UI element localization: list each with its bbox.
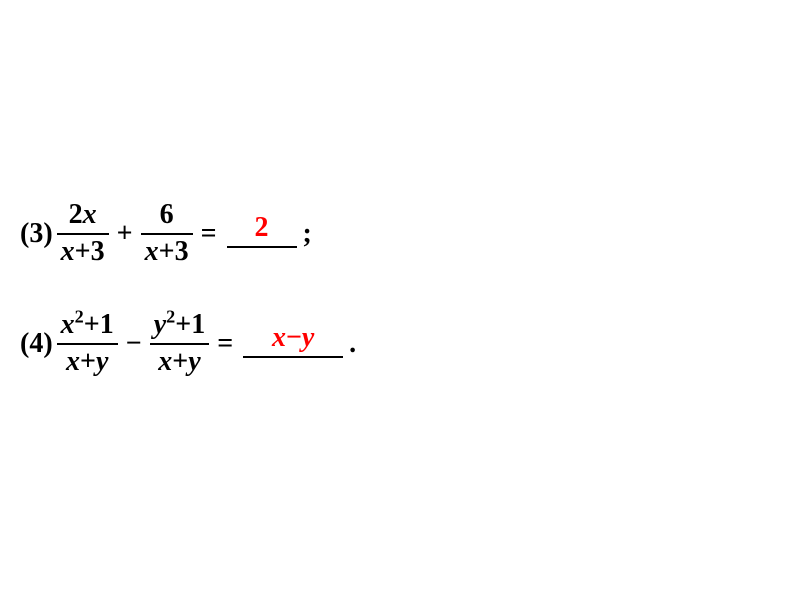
fraction-bar	[150, 343, 210, 345]
answer-minus: −	[286, 322, 302, 353]
fraction-bar	[57, 233, 109, 235]
answer-blank: 2	[227, 220, 297, 248]
fraction-numerator: x2+1	[57, 310, 118, 341]
equation-4-fraction-2: y2+1 x+y	[150, 310, 210, 378]
semicolon: ;	[303, 218, 312, 250]
variable-x: x	[61, 309, 75, 340]
answer-var-x: x	[272, 322, 286, 353]
variable-x: x	[66, 346, 80, 377]
fraction-denominator: x+3	[141, 237, 193, 268]
coefficient: 2	[69, 199, 83, 230]
answer-var-y: y	[302, 322, 314, 353]
fraction-denominator: x+y	[62, 347, 112, 378]
answer-blank: x−y	[243, 330, 343, 358]
fraction-numerator: y2+1	[150, 310, 210, 341]
equation-4: (4) x2+1 x+y − y2+1 x+y = x−y .	[20, 310, 356, 378]
constant: 1	[191, 309, 205, 340]
equation-3-fraction-1: 2x x+3	[57, 200, 109, 268]
equals-sign: =	[217, 328, 233, 360]
period: .	[349, 328, 356, 360]
variable-x: x	[83, 199, 97, 230]
plus-op: +	[84, 309, 100, 340]
fraction-denominator: x+3	[57, 237, 109, 268]
exponent: 2	[75, 307, 84, 327]
equals-sign: =	[201, 218, 217, 250]
plus-op: +	[175, 309, 191, 340]
answer-value: x−y	[272, 322, 314, 353]
fraction-numerator: 6	[156, 200, 178, 231]
plus-operator: +	[117, 218, 133, 250]
fraction-bar	[141, 233, 193, 235]
equation-3-label: (3)	[20, 218, 53, 250]
constant: 1	[100, 309, 114, 340]
fraction-denominator: x+y	[154, 347, 204, 378]
constant: 3	[91, 236, 105, 267]
plus-op: +	[172, 346, 188, 377]
variable-x: x	[145, 236, 159, 267]
plus-op: +	[159, 236, 175, 267]
variable-x: x	[158, 346, 172, 377]
plus-op: +	[80, 346, 96, 377]
variable-y: y	[96, 346, 108, 377]
variable-x: x	[61, 236, 75, 267]
fraction-numerator: 2x	[65, 200, 101, 231]
equation-4-label: (4)	[20, 328, 53, 360]
variable-y: y	[188, 346, 200, 377]
constant: 3	[175, 236, 189, 267]
equation-4-fraction-1: x2+1 x+y	[57, 310, 118, 378]
answer-value: 2	[255, 212, 269, 243]
equation-3: (3) 2x x+3 + 6 x+3 = 2 ;	[20, 200, 312, 268]
plus-op: +	[75, 236, 91, 267]
fraction-bar	[57, 343, 118, 345]
minus-operator: −	[126, 328, 142, 360]
variable-y: y	[154, 309, 166, 340]
exponent: 2	[166, 307, 175, 327]
equation-3-fraction-2: 6 x+3	[141, 200, 193, 268]
